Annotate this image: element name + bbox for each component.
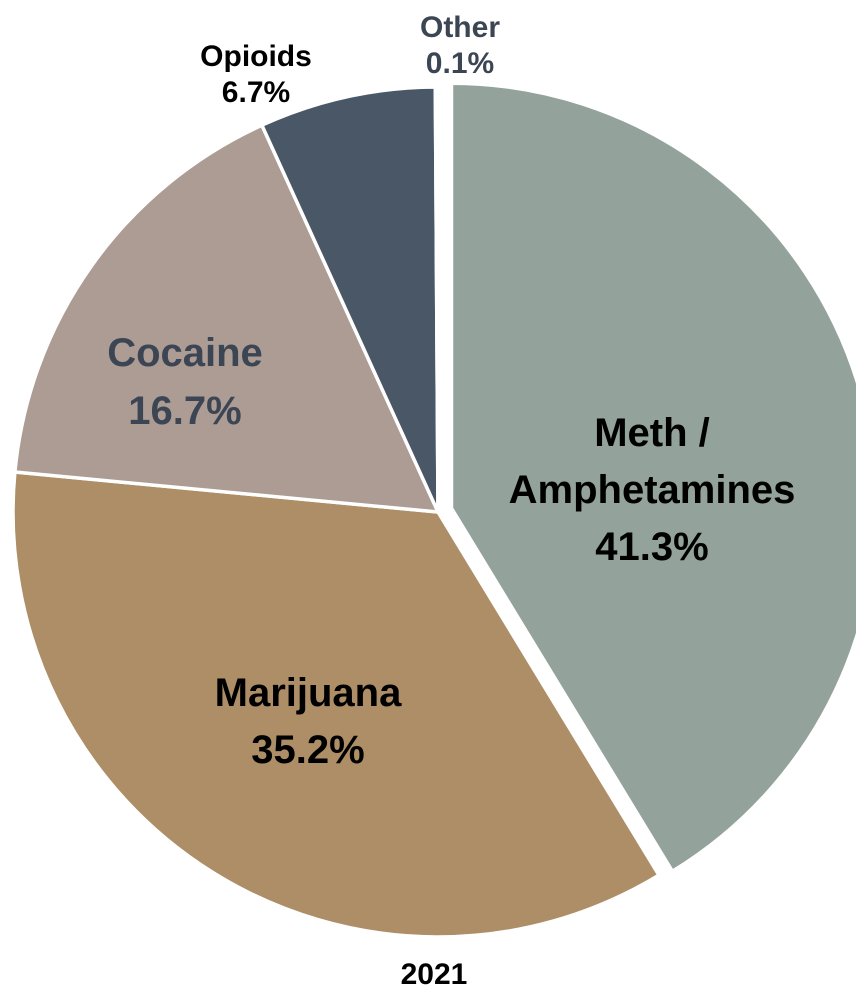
slice-label-opioids: Opioids 6.7% bbox=[200, 40, 312, 109]
slice-value-label: 6.7% bbox=[222, 76, 290, 109]
slice-value-label: 16.7% bbox=[128, 389, 241, 433]
chart-caption: 2021 bbox=[401, 958, 468, 991]
slice-value-label: 0.1% bbox=[426, 47, 494, 80]
slice-name-label: Meth / bbox=[594, 411, 710, 455]
slice-label-marijuana: Marijuana 35.2% bbox=[215, 671, 402, 772]
slice-name-label: Opioids bbox=[200, 40, 312, 73]
pie-slice-cocaine bbox=[13, 123, 440, 514]
pie-slice-meth-amphetamines bbox=[449, 81, 856, 874]
slice-label-cocaine: Cocaine 16.7% bbox=[107, 331, 263, 433]
pie-slice-other bbox=[433, 85, 440, 514]
pie-slice-opioids bbox=[260, 85, 440, 514]
slice-name-label: Cocaine bbox=[107, 331, 263, 375]
slices-layer bbox=[11, 81, 856, 939]
pie-slice-marijuana bbox=[11, 470, 661, 939]
slice-name-label: Other bbox=[420, 11, 500, 44]
slice-label-meth-amphetamines: Meth / Amphetamines 41.3% bbox=[509, 411, 796, 569]
slice-name-label: Amphetamines bbox=[509, 468, 796, 512]
slice-label-other: Other 0.1% bbox=[420, 11, 500, 80]
slice-value-label: 35.2% bbox=[251, 728, 364, 772]
slice-name-label: Marijuana bbox=[215, 671, 402, 715]
slice-value-label: 41.3% bbox=[595, 525, 708, 569]
labels-layer: Meth / Amphetamines 41.3% Marijuana 35.2% Coc… bbox=[107, 11, 795, 772]
